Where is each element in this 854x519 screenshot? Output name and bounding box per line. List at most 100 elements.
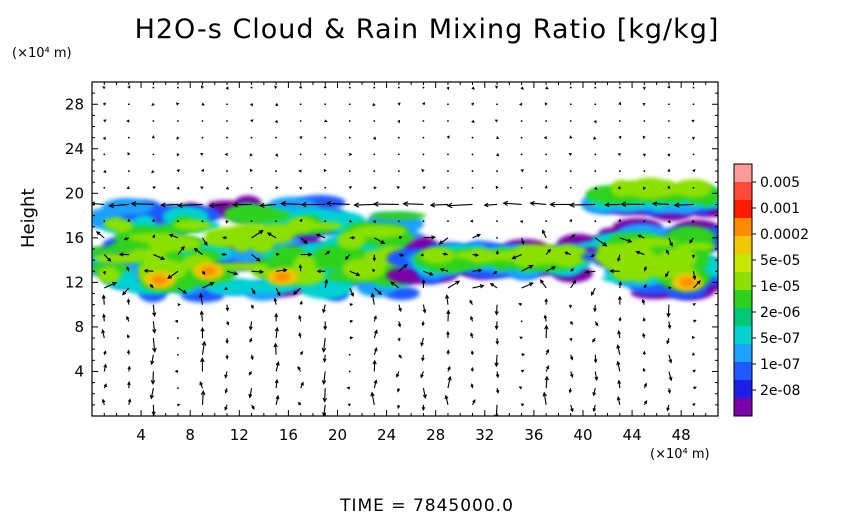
wind-vector-head xyxy=(667,389,672,394)
wind-vector-head xyxy=(200,357,205,363)
wind-vector xyxy=(668,103,670,106)
wind-vector xyxy=(609,269,620,274)
wind-vector xyxy=(518,302,522,306)
wind-vector xyxy=(251,229,264,239)
wind-vector xyxy=(620,201,645,207)
wind-vector xyxy=(292,287,302,296)
wind-vector-shaft xyxy=(495,404,498,416)
wind-vector xyxy=(276,268,288,273)
wind-vector xyxy=(594,220,597,223)
wind-vector xyxy=(539,279,547,289)
cloud-blob xyxy=(151,275,168,286)
wind-vector xyxy=(177,303,181,307)
wind-vector-head xyxy=(397,338,401,342)
wind-vector-head xyxy=(299,300,303,305)
colorbar-swatch xyxy=(734,254,752,273)
wind-vector-head xyxy=(126,266,130,270)
wind-vector-shaft xyxy=(177,287,187,294)
wind-vector-shaft xyxy=(226,270,238,275)
wind-vector xyxy=(668,286,672,290)
wind-vector xyxy=(593,304,597,313)
wind-vector-shaft xyxy=(447,280,460,289)
wind-vector-head xyxy=(346,386,351,390)
wind-vector xyxy=(642,86,646,91)
wind-vector xyxy=(397,404,401,410)
wind-vector xyxy=(103,119,107,123)
wind-vector-head xyxy=(373,347,378,352)
wind-vector xyxy=(177,245,185,255)
cloud-blob xyxy=(666,258,691,267)
wind-vector xyxy=(542,391,547,405)
wind-vector xyxy=(323,168,327,172)
wind-vector xyxy=(604,202,620,208)
wind-vector-head xyxy=(224,287,228,291)
cloud-core xyxy=(143,271,176,290)
wind-vector xyxy=(300,381,304,389)
wind-vector-head xyxy=(127,398,132,403)
wind-vector-head xyxy=(273,342,278,348)
wind-vector xyxy=(266,232,277,239)
wind-vector xyxy=(619,237,633,243)
wind-vector xyxy=(519,336,523,340)
wind-vector-head xyxy=(520,220,523,224)
wind-vector-head xyxy=(160,202,166,208)
wind-vector-shaft xyxy=(373,380,377,389)
wind-vector xyxy=(447,375,452,389)
wind-vector-shaft xyxy=(324,388,326,402)
colorbar-label: 1e-07 xyxy=(760,357,800,373)
wind-vector-shaft xyxy=(422,388,426,398)
wind-vector xyxy=(299,300,303,305)
wind-vector xyxy=(126,315,130,322)
colorbar-swatch xyxy=(734,218,752,237)
wind-vector-head xyxy=(176,202,183,209)
wind-vector-head xyxy=(693,319,697,323)
wind-vector xyxy=(177,287,188,294)
wind-vector-head xyxy=(495,389,500,394)
wind-vector-head xyxy=(620,201,627,207)
wind-vector-shaft xyxy=(512,254,522,259)
wind-vector-head xyxy=(259,202,265,208)
wind-vector-head xyxy=(691,254,696,259)
wind-vector-head xyxy=(208,202,215,209)
wind-vector-head xyxy=(298,264,303,269)
wind-vector xyxy=(280,201,301,207)
wind-vector-shaft xyxy=(617,345,621,355)
wind-vector-head xyxy=(422,309,427,314)
wind-vector-head xyxy=(691,335,695,339)
wind-vector xyxy=(251,254,261,262)
cloud-blob xyxy=(274,271,291,282)
wind-vector xyxy=(324,119,328,123)
wind-vector-head xyxy=(152,312,157,318)
wind-vector xyxy=(442,252,449,256)
colorbar-swatch xyxy=(734,236,752,255)
wind-vector xyxy=(470,315,474,322)
wind-vector-shaft xyxy=(439,237,449,245)
wind-vector-head xyxy=(201,340,207,346)
wind-vector xyxy=(568,388,572,394)
wind-vector xyxy=(224,387,228,394)
wind-vector xyxy=(447,170,449,172)
wind-vector-head xyxy=(348,185,353,189)
wind-vector-head xyxy=(200,390,206,396)
wind-vector xyxy=(152,153,155,156)
wind-vector-head xyxy=(421,279,426,284)
wind-vector xyxy=(668,354,673,364)
cloud-blob xyxy=(679,277,696,288)
colorbar-swatch xyxy=(734,362,752,381)
wind-vector xyxy=(520,320,523,323)
wind-vector-shaft xyxy=(447,203,473,207)
wind-vector xyxy=(472,233,481,239)
wind-vector-head xyxy=(590,254,594,258)
wind-vector xyxy=(570,234,576,239)
wind-vector-head xyxy=(126,119,130,123)
wind-vector-head xyxy=(396,186,400,190)
wind-vector xyxy=(275,287,281,297)
wind-vector-shaft xyxy=(545,376,548,389)
wind-vector xyxy=(502,200,522,207)
colorbar-swatch xyxy=(734,290,752,309)
wind-vector xyxy=(201,102,205,106)
wind-vector xyxy=(616,360,621,372)
wind-vector-head xyxy=(199,186,204,190)
wind-vector xyxy=(692,369,696,373)
wind-vector xyxy=(344,254,351,260)
